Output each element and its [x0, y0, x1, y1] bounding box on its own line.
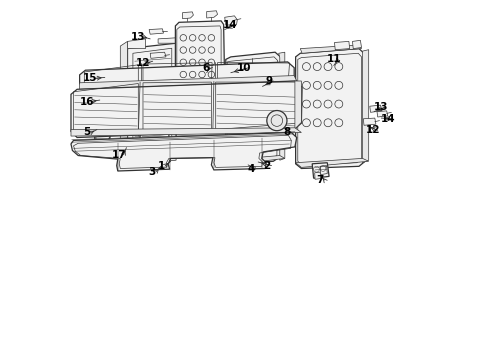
Polygon shape [71, 128, 301, 136]
Polygon shape [362, 50, 368, 163]
Text: 12: 12 [366, 125, 380, 135]
Text: 16: 16 [80, 96, 94, 107]
Polygon shape [150, 52, 166, 58]
Text: 15: 15 [82, 73, 97, 84]
Polygon shape [206, 11, 217, 18]
Polygon shape [224, 16, 237, 25]
Text: 10: 10 [237, 63, 251, 73]
Polygon shape [254, 78, 266, 89]
Polygon shape [182, 12, 193, 19]
Text: 7: 7 [316, 175, 323, 185]
Polygon shape [127, 43, 176, 162]
Circle shape [266, 111, 286, 131]
Polygon shape [158, 38, 176, 43]
Polygon shape [278, 52, 284, 160]
Polygon shape [215, 69, 219, 91]
Text: 8: 8 [283, 127, 290, 138]
Polygon shape [352, 40, 361, 49]
Polygon shape [225, 156, 284, 165]
Polygon shape [71, 81, 302, 138]
Text: 13: 13 [372, 102, 387, 112]
Text: 14: 14 [380, 114, 394, 124]
Polygon shape [225, 52, 280, 165]
Polygon shape [175, 21, 224, 92]
Polygon shape [363, 118, 375, 125]
Text: 13: 13 [131, 32, 145, 42]
Text: 11: 11 [326, 54, 340, 64]
Polygon shape [120, 41, 127, 166]
Polygon shape [71, 132, 296, 171]
Polygon shape [80, 62, 294, 89]
Text: 9: 9 [265, 76, 272, 86]
Polygon shape [140, 86, 168, 152]
Polygon shape [94, 99, 111, 150]
Text: 4: 4 [247, 164, 254, 174]
Text: 6: 6 [202, 63, 209, 73]
Text: 1: 1 [157, 161, 164, 171]
Text: 14: 14 [223, 20, 237, 30]
Polygon shape [314, 172, 320, 179]
Polygon shape [179, 85, 224, 96]
Text: 5: 5 [83, 127, 90, 138]
Polygon shape [334, 41, 349, 50]
Polygon shape [376, 111, 387, 117]
Text: 3: 3 [148, 167, 155, 177]
Text: 2: 2 [263, 161, 270, 171]
Polygon shape [369, 105, 381, 112]
Text: 17: 17 [112, 150, 126, 160]
Polygon shape [80, 76, 296, 89]
Polygon shape [295, 49, 365, 168]
Polygon shape [200, 69, 215, 92]
Polygon shape [295, 158, 368, 167]
Polygon shape [149, 29, 163, 34]
Polygon shape [294, 81, 301, 129]
Polygon shape [127, 39, 145, 49]
Polygon shape [120, 155, 176, 165]
Polygon shape [300, 45, 361, 53]
Polygon shape [311, 163, 328, 178]
Text: 12: 12 [136, 58, 150, 68]
